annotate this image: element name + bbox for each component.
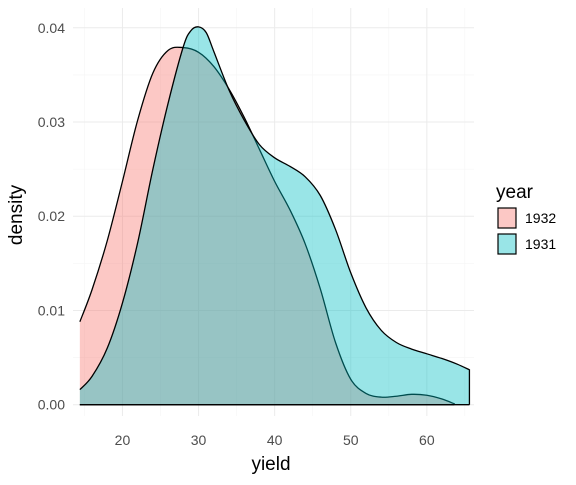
x-tick-label: 20 <box>115 432 131 448</box>
x-tick-label: 30 <box>191 432 207 448</box>
density-areas <box>79 26 471 406</box>
legend-key <box>497 207 517 229</box>
density-line-1931 <box>79 26 471 406</box>
grid-lines <box>73 8 474 416</box>
y-axis-ticks: 0.00 0.01 0.02 0.03 0.04 <box>38 20 65 413</box>
x-axis-title: yield <box>251 454 290 475</box>
legend-label: 1932 <box>525 210 556 226</box>
density-area-1931 <box>79 26 470 405</box>
x-tick-label: 40 <box>267 432 283 448</box>
y-axis-title: density <box>6 184 27 245</box>
y-tick-label: 0.02 <box>38 208 65 224</box>
y-tick-label: 0.03 <box>38 114 65 130</box>
y-tick-label: 0.00 <box>38 397 65 413</box>
x-axis-ticks: 20 30 40 50 60 <box>115 432 435 448</box>
legend-item-1932: 1932 <box>497 207 556 229</box>
legend-label: 1931 <box>525 236 556 252</box>
legend: year 1932 1931 <box>496 182 556 255</box>
plot-panel <box>73 8 474 416</box>
y-tick-label: 0.04 <box>38 20 65 36</box>
legend-key <box>497 233 517 255</box>
legend-key-background <box>497 233 517 255</box>
legend-item-1931: 1931 <box>497 233 556 255</box>
legend-title: year <box>496 182 534 203</box>
legend-key-background <box>497 207 517 229</box>
legend-items: 1932 1931 <box>497 207 556 255</box>
density-area-1932 <box>79 47 455 405</box>
x-tick-label: 60 <box>419 432 435 448</box>
y-tick-label: 0.01 <box>38 302 65 318</box>
x-tick-label: 50 <box>343 432 359 448</box>
